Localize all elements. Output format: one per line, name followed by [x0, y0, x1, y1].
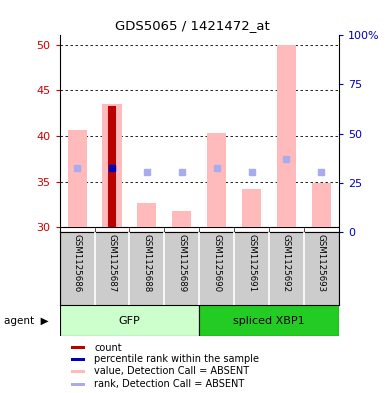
Text: GSM1125687: GSM1125687 [107, 234, 117, 292]
Bar [71, 370, 85, 373]
Text: spliced XBP1: spliced XBP1 [233, 316, 305, 326]
Text: GSM1125691: GSM1125691 [247, 234, 256, 292]
Bar [71, 382, 85, 386]
Text: GSM1125689: GSM1125689 [177, 234, 186, 292]
Text: GDS5065 / 1421472_at: GDS5065 / 1421472_at [115, 19, 270, 32]
Text: GFP: GFP [119, 316, 140, 326]
Text: percentile rank within the sample: percentile rank within the sample [94, 354, 259, 364]
Text: GSM1125693: GSM1125693 [317, 234, 326, 292]
Bar [67, 130, 87, 227]
Bar [108, 106, 116, 227]
Text: GSM1125690: GSM1125690 [212, 234, 221, 292]
Text: rank, Detection Call = ABSENT: rank, Detection Call = ABSENT [94, 379, 244, 389]
Text: GSM1125692: GSM1125692 [282, 234, 291, 292]
Text: GSM1125688: GSM1125688 [142, 234, 151, 292]
Bar [172, 211, 191, 227]
Bar [71, 358, 85, 361]
Text: GSM1125686: GSM1125686 [73, 234, 82, 292]
Text: count: count [94, 343, 122, 353]
Bar [277, 44, 296, 227]
Bar [71, 346, 85, 349]
Text: value, Detection Call = ABSENT: value, Detection Call = ABSENT [94, 366, 249, 376]
Bar [102, 104, 122, 227]
Bar [242, 189, 261, 227]
Text: agent  ▶: agent ▶ [4, 316, 49, 326]
Bar [137, 203, 156, 227]
Bar [312, 182, 331, 227]
Bar [60, 305, 199, 336]
Bar [207, 133, 226, 227]
Bar [199, 305, 339, 336]
